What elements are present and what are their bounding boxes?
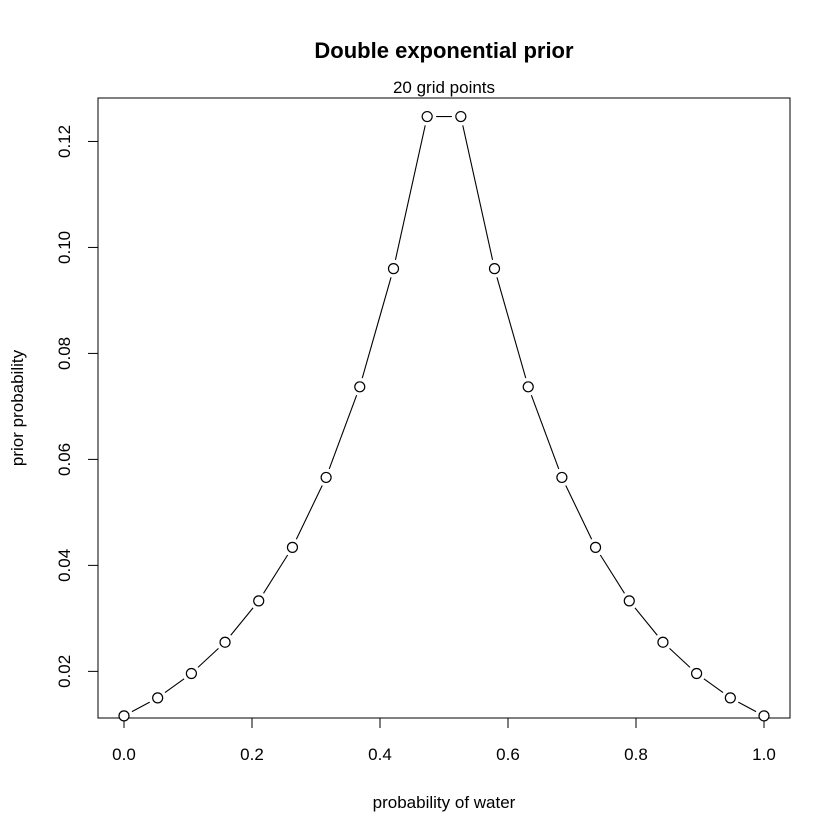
y-axis: 0.02 0.04 0.06 0.08 0.10 0.12 <box>55 125 99 688</box>
y-tick-label: 0.12 <box>55 125 74 158</box>
y-tick-label: 0.10 <box>55 231 74 264</box>
data-point <box>758 710 770 722</box>
series-line-segment <box>530 395 560 470</box>
y-tick-label: 0.04 <box>55 549 74 582</box>
x-tick-label: 0.2 <box>240 745 264 764</box>
series-line-segment <box>599 554 625 594</box>
data-point <box>522 381 534 393</box>
data-point <box>657 636 669 648</box>
data-point <box>589 541 602 553</box>
x-tick-label: 0.6 <box>496 745 520 764</box>
data-point <box>185 667 197 680</box>
data-point <box>152 692 164 704</box>
series-line-segment <box>703 678 724 694</box>
series-line-segment <box>669 647 691 668</box>
series-line-segment <box>263 554 289 594</box>
data-point <box>219 636 231 648</box>
chart-subtitle: 20 grid points <box>393 78 495 97</box>
series-line-segment <box>230 607 254 636</box>
chart-title: Double exponential prior <box>314 38 574 63</box>
data-point <box>354 381 366 393</box>
series-line-segment <box>496 277 527 379</box>
data-point <box>118 710 130 722</box>
data-point <box>387 263 400 275</box>
x-axis: 0.0 0.2 0.4 0.6 0.8 1.0 <box>112 717 776 764</box>
series-line-segment <box>164 678 185 694</box>
series-line-segment <box>462 125 494 260</box>
x-axis-title: probability of water <box>373 793 516 812</box>
data-series <box>118 110 770 722</box>
y-tick-label: 0.06 <box>55 443 74 476</box>
series-line-segment <box>295 485 323 540</box>
x-tick-label: 0.4 <box>368 745 392 764</box>
data-point <box>421 110 433 123</box>
y-tick-label: 0.08 <box>55 337 74 370</box>
data-point <box>488 263 501 275</box>
y-tick-label: 0.02 <box>55 655 74 688</box>
series-line-segment <box>328 395 358 470</box>
series-line-segment <box>394 125 426 260</box>
data-point <box>253 595 265 607</box>
series-line-segment <box>738 701 757 713</box>
plot-frame <box>97 97 791 719</box>
series-line-segment <box>565 485 593 540</box>
x-tick-label: 1.0 <box>752 745 776 764</box>
data-point <box>691 667 703 680</box>
data-point <box>320 471 332 484</box>
y-axis-title: prior probability <box>8 349 27 466</box>
series-line-segment <box>131 701 150 713</box>
data-point <box>286 541 299 553</box>
x-tick-label: 0.0 <box>112 745 136 764</box>
data-point <box>724 692 736 704</box>
data-point <box>455 110 467 123</box>
series-line-segment <box>361 277 392 379</box>
series-line-segment <box>197 647 219 668</box>
data-point <box>623 595 635 607</box>
data-point <box>556 471 568 484</box>
x-tick-label: 0.8 <box>624 745 648 764</box>
series-line-segment <box>634 607 658 636</box>
